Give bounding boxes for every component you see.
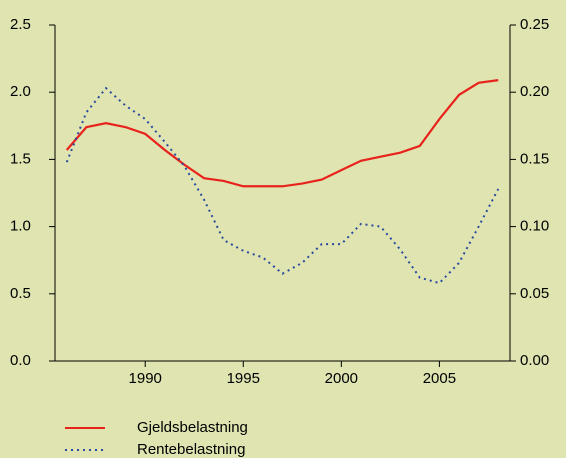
y2-tick-label: 0.15: [520, 150, 549, 167]
y-tick-label: 1.0: [10, 218, 31, 235]
y-tick-label: 0.5: [10, 285, 31, 302]
line-series: [65, 79, 499, 188]
y2-tick-label: 0.20: [520, 83, 549, 100]
x-tick-label: 1990: [129, 370, 162, 387]
y2-tick-label: 0.05: [520, 285, 549, 302]
x-tick-label: 1995: [227, 370, 260, 387]
x-tick-label: 2000: [325, 370, 358, 387]
y-tick-label: 2.5: [10, 16, 31, 33]
y-tick-label: 1.5: [10, 150, 31, 167]
y2-tick-label: 0.00: [520, 352, 549, 369]
y-tick-label: 2.0: [10, 83, 31, 100]
x-tick-label: 2005: [423, 370, 456, 387]
legend-label: Rentebelastning: [137, 441, 245, 458]
y2-tick-label: 0.25: [520, 16, 549, 33]
line-series: [65, 86, 500, 285]
legend-label: Gjeldsbelastning: [137, 419, 248, 436]
y2-tick-label: 0.10: [520, 218, 549, 235]
y-tick-label: 0.0: [10, 352, 31, 369]
